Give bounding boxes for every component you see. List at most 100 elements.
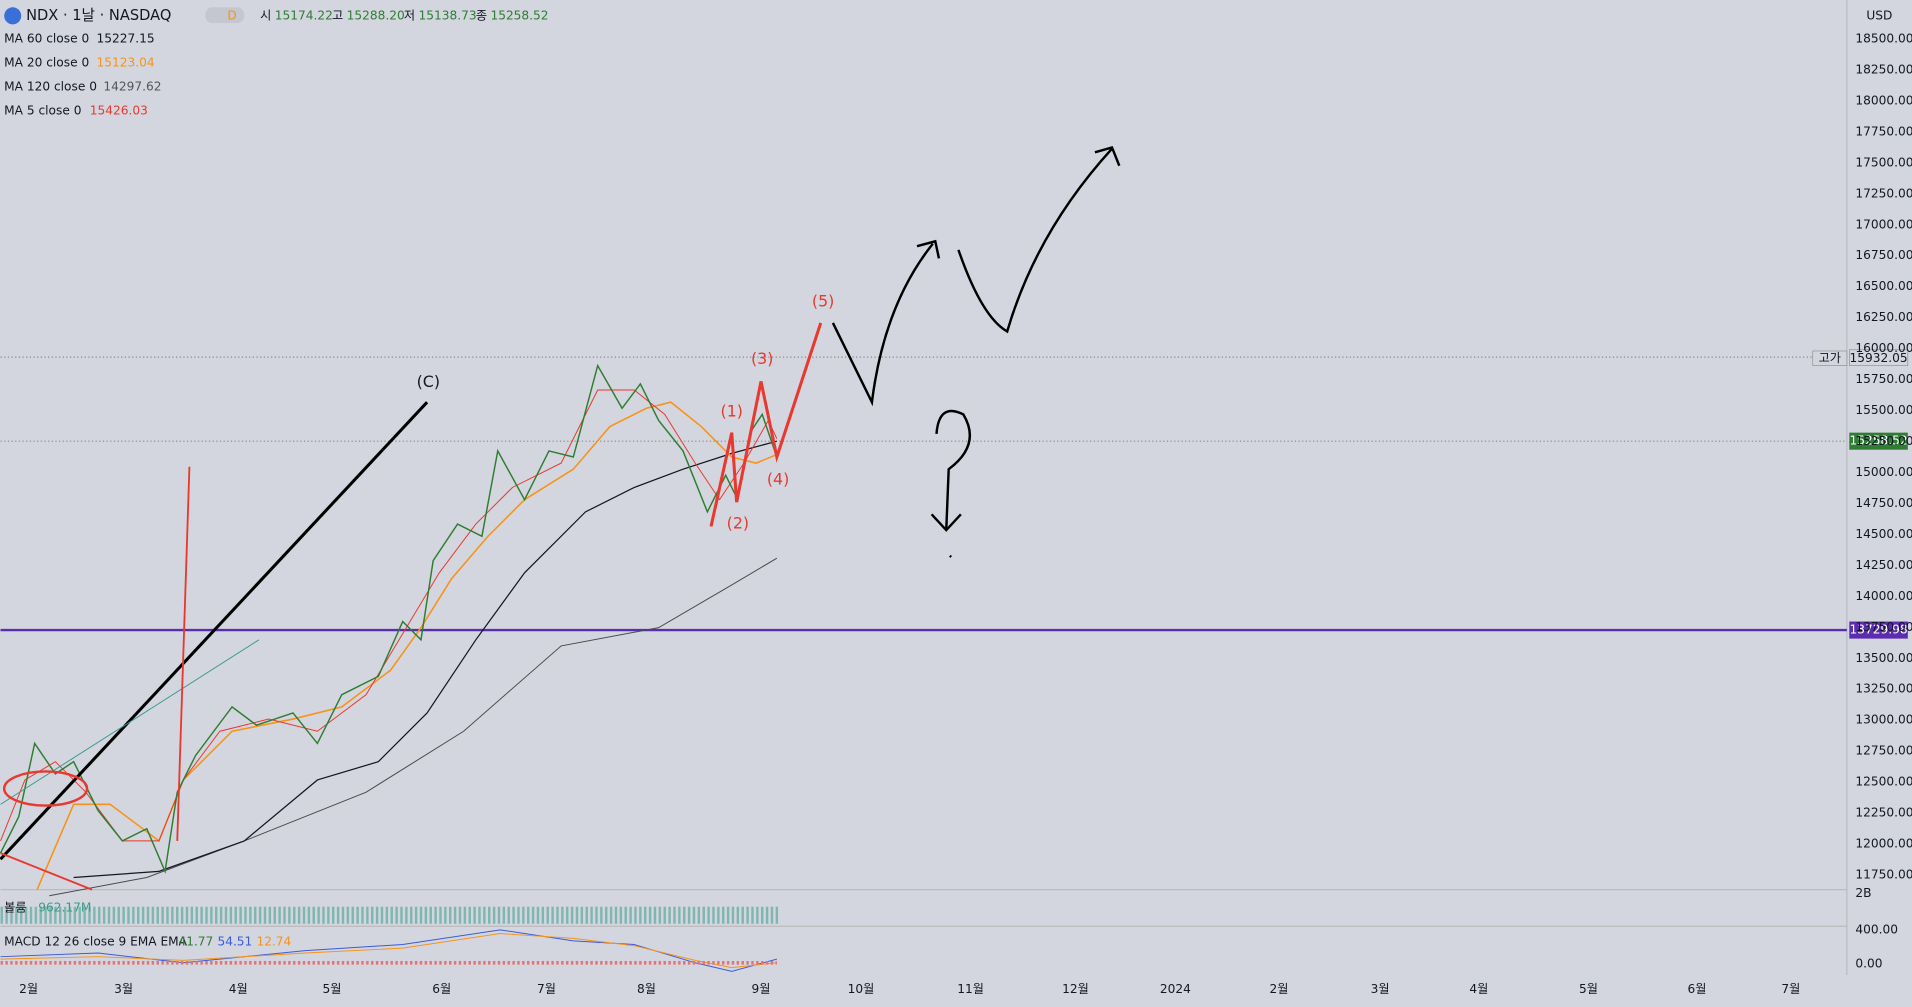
volume-value: 962.17M [38, 900, 91, 914]
price-tick: 13500.00 [1855, 651, 1912, 665]
price-tick: 14000.00 [1855, 589, 1912, 603]
badge [205, 7, 245, 24]
price-tick: 15500.00 [1855, 403, 1912, 417]
time-tick: 3월 [1371, 982, 1390, 996]
price-tick: 12500.00 [1855, 775, 1912, 789]
drawing-question [930, 409, 972, 558]
drawing-line [176, 466, 191, 841]
price-tick: 13000.00 [1855, 713, 1912, 727]
price-tick: 14250.00 [1855, 558, 1912, 572]
indicator-name: MA 20 close 0 [4, 56, 89, 70]
time-tick: 2월 [19, 982, 38, 996]
drawing-line [0, 401, 429, 861]
macd-label: MACD 12 26 close 9 EMA EMA [4, 935, 187, 949]
price-tick: 14750.00 [1855, 496, 1912, 510]
price-tick: 17500.00 [1855, 155, 1912, 169]
price-tick: 18000.00 [1855, 93, 1912, 107]
ohlc-label: 저 [404, 8, 415, 22]
tag-box [1849, 432, 1908, 450]
price-tick: 11750.00 [1855, 868, 1912, 882]
time-tick: 6월 [432, 982, 451, 996]
price-tick: 12250.00 [1855, 806, 1912, 820]
time-tick: 2024 [1160, 982, 1191, 996]
macd-axis: 400.00 [1855, 922, 1898, 936]
time-tick: 12월 [1062, 982, 1089, 996]
price-tick: 14500.00 [1855, 527, 1912, 541]
macd-value: 12.74 [256, 935, 291, 949]
wave-line [709, 322, 823, 527]
price-tick: 13250.00 [1855, 682, 1912, 696]
price-tick: 17750.00 [1855, 124, 1912, 138]
price-tick: 12000.00 [1855, 837, 1912, 851]
ohlc-value: 15258.52 [490, 8, 548, 22]
indicator-value: 15227.15 [97, 31, 155, 45]
currency[interactable]: USD [1866, 8, 1892, 22]
indicator-name: MA 120 close 0 [4, 80, 97, 94]
wave-label: (4) [767, 470, 789, 489]
wave-label: (3) [751, 349, 773, 368]
time-tick: 9월 [752, 982, 771, 996]
wave-label: (2) [727, 514, 749, 533]
price-tick: 12750.00 [1855, 744, 1912, 758]
price-tick: 15250.00 [1855, 434, 1912, 448]
macd-value: 54.51 [217, 935, 252, 949]
time-tick: 10월 [848, 982, 875, 996]
ohlc-label: 종 [476, 8, 487, 22]
volume-axis: 2B [1855, 886, 1871, 900]
wave-label: (5) [812, 292, 834, 311]
drawing-line [0, 852, 93, 891]
wave-label: (1) [721, 401, 743, 420]
price-tick: 18500.00 [1855, 31, 1912, 45]
price [0, 363, 778, 875]
interval-badge: D [227, 8, 236, 22]
price-tick: 18250.00 [1855, 62, 1912, 76]
drawing-arrow [957, 145, 1121, 334]
time-tick: 8월 [637, 982, 656, 996]
macd-value: 41.77 [178, 935, 213, 949]
time-tick: 7월 [537, 982, 556, 996]
ohlc-label: 시 [260, 8, 271, 22]
tag-box [1849, 621, 1908, 639]
time-tick: 2월 [1269, 982, 1288, 996]
time-tick: 6월 [1688, 982, 1707, 996]
time-tick: 4월 [1469, 982, 1488, 996]
symbol[interactable]: NDX · 1날 · NASDAQ [26, 7, 171, 24]
symbol-icon [4, 7, 22, 25]
ohlc-value: 15288.20 [347, 8, 405, 22]
indicator-name: MA 5 close 0 [4, 104, 81, 118]
drawing-arrow [831, 239, 941, 407]
time-tick: 7월 [1781, 982, 1800, 996]
volume-label: 볼륨 [4, 900, 26, 914]
time-tick: 5월 [1579, 982, 1598, 996]
price-tick: 16500.00 [1855, 279, 1912, 293]
time-tick: 4월 [229, 982, 248, 996]
indicator-value: 14297.62 [103, 80, 161, 94]
ohlc-value: 15138.73 [419, 8, 477, 22]
time-tick: 3월 [114, 982, 133, 996]
indicator-name: MA 60 close 0 [4, 31, 89, 45]
indicator-value: 15123.04 [97, 56, 155, 70]
price-tick: 16000.00 [1855, 341, 1912, 355]
price-tick: 16250.00 [1855, 310, 1912, 324]
tag-box [1812, 350, 1848, 366]
tag-box [1849, 349, 1909, 366]
level-tag: 13729.98 [1850, 623, 1908, 637]
high-tag-label: 고가 [1819, 351, 1841, 365]
ma120 [49, 557, 778, 897]
drawing-line [0, 639, 260, 805]
volume-bars [0, 906, 781, 924]
ohlc-value: 15174.22 [275, 8, 333, 22]
time-tick: 5월 [323, 982, 342, 996]
ma60 [73, 440, 778, 879]
ohlc-label: 고 [332, 8, 343, 22]
time-tick: 11월 [957, 982, 984, 996]
price-tick: 17000.00 [1855, 217, 1912, 231]
wave-label: (C) [417, 372, 440, 391]
high-tag: 15932.05 [1850, 351, 1908, 365]
last-tag: 15258.52 [1850, 434, 1908, 448]
drawing-ellipse [2, 770, 89, 807]
price-tick: 15000.00 [1855, 465, 1912, 479]
